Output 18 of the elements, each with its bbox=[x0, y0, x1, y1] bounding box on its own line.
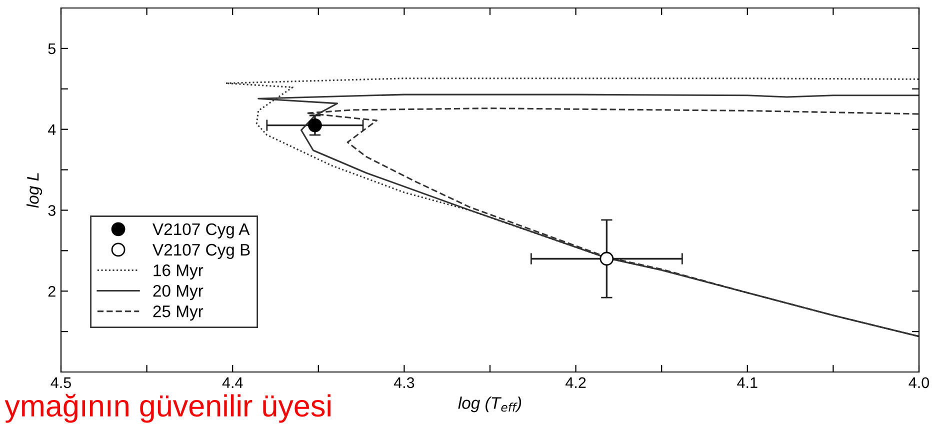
x-tick-label: 4.3 bbox=[394, 377, 414, 388]
x-tick-label: 4.4 bbox=[222, 377, 243, 388]
y-tick-label: 2 bbox=[48, 286, 56, 297]
x-axis-title: log (T$_{eff}$) bbox=[458, 396, 522, 412]
y-tick-label: 4 bbox=[48, 124, 56, 135]
x-tick-label: 4.1 bbox=[737, 377, 758, 388]
y-tick-label: 5 bbox=[48, 43, 56, 54]
x-tick-label: 4.5 bbox=[50, 377, 71, 388]
text: ymağının güvenilir üyesi bbox=[4, 394, 330, 423]
legend-label: 25 Myr bbox=[153, 306, 204, 321]
legend-label: V2107 Cyg A bbox=[152, 223, 250, 238]
x-tick-label: 4.2 bbox=[566, 377, 586, 388]
y-axis-title: log L bbox=[26, 173, 42, 208]
legend-label: V2107 Cyg B bbox=[152, 244, 250, 259]
legend-label: 16 Myr bbox=[154, 264, 204, 280]
y-tick-label: 3 bbox=[48, 205, 56, 216]
x-tick-label: 4.0 bbox=[908, 377, 930, 388]
legend-label: 20 Myr bbox=[153, 284, 204, 300]
